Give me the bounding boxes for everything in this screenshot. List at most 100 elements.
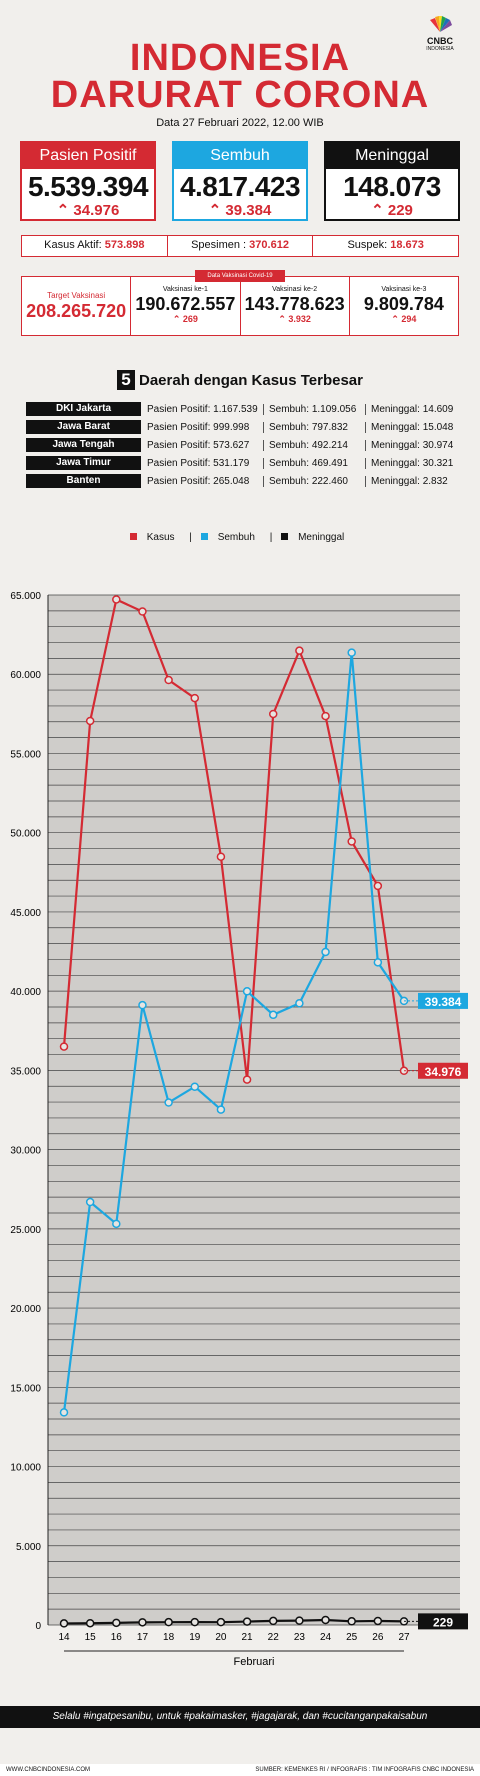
y-tick-label: 15.000 — [10, 1383, 41, 1394]
series-line-kasus — [62, 597, 406, 1080]
x-axis-label: Februari — [234, 1656, 275, 1668]
end-label-box — [418, 1613, 468, 1630]
x-tick-label: 26 — [372, 1632, 384, 1643]
y-tick-label: 25.000 — [10, 1225, 41, 1236]
data-point — [347, 1617, 356, 1626]
regions-heading: 5 Daerah dengan Kasus Terbesar — [0, 370, 480, 390]
card-increase: ⌃ 39.384 — [208, 202, 272, 219]
footer-bar: WWW.CNBCINDONESIA.COM SUMBER: KEMENKES R… — [0, 1764, 480, 1776]
chart-legend: Kasus | Sembuh | Meninggal — [0, 532, 480, 543]
data-point — [242, 1075, 252, 1084]
legend-item-meninggal: Meninggal — [281, 532, 350, 543]
data-point — [373, 881, 383, 891]
series-line-meninggal — [63, 1618, 405, 1625]
card-label: Pasien Positif — [22, 143, 154, 169]
data-point — [373, 1616, 383, 1626]
x-tick-label: 17 — [137, 1632, 149, 1643]
data-point — [216, 852, 226, 861]
x-tick-label: 23 — [294, 1632, 306, 1643]
y-tick-label: 0 — [35, 1621, 41, 1632]
report-date: Data 27 Februari 2022, 12.00 WIB — [156, 117, 324, 129]
data-point — [268, 1616, 278, 1626]
x-tick-label: 16 — [111, 1632, 123, 1643]
line-chart: 0 5.000 10.000 15.000 20.000 25.000 30.000 35.0… — [10, 591, 468, 1668]
y-tick-label: 65.000 — [10, 591, 41, 602]
end-label: 34.976 — [425, 1065, 462, 1079]
end-label-box — [418, 992, 468, 1009]
data-point — [268, 709, 278, 719]
peacock-icon — [430, 16, 452, 32]
card-increase: ⌃ 34.976 — [56, 202, 120, 219]
x-tick-label: 21 — [242, 1632, 254, 1643]
card-positif: Pasien Positif 5.539.394 ⌃ 34.976 — [20, 141, 156, 221]
data-point — [268, 1010, 278, 1020]
region-row: Jawa Tengah Pasien Positif: 573.627 Semb… — [26, 437, 456, 453]
region-row: DKI Jakarta Pasien Positif: 1.167.539 Se… — [26, 401, 456, 417]
region-row: Jawa Timur Pasien Positif: 531.179 Sembu… — [26, 455, 456, 471]
data-point — [242, 987, 252, 996]
card-value: 148.073 — [343, 171, 441, 202]
region-row: Jawa Barat Pasien Positif: 999.998 Sembu… — [26, 419, 456, 435]
title-line-2: DARURAT CORONA — [50, 74, 430, 116]
data-point — [59, 1408, 69, 1417]
data-point — [216, 1105, 226, 1114]
y-tick-label: 10.000 — [10, 1463, 41, 1474]
card-increase: ⌃ 229 — [371, 202, 413, 219]
end-label: 39.384 — [425, 995, 462, 1009]
region-row: Banten Pasien Positif: 265.048 Sembuh: 2… — [26, 473, 456, 489]
data-point — [85, 1618, 95, 1628]
data-point — [138, 607, 147, 616]
footer-website: WWW.CNBCINDONESIA.COM — [6, 1767, 90, 1773]
vaccination-box: Target Vaksinasi 208.265.720 Vaksinasi k… — [21, 276, 459, 336]
data-point — [112, 595, 121, 604]
data-point — [295, 646, 304, 655]
data-point — [190, 1617, 200, 1627]
data-point — [59, 1619, 69, 1628]
title-line-1: INDONESIA — [129, 37, 351, 79]
logo-text: CNBC — [427, 36, 453, 46]
series-line-sembuh — [62, 652, 405, 1413]
data-point — [295, 999, 304, 1008]
y-tick-label: 5.000 — [16, 1542, 41, 1553]
x-tick-label: 14 — [58, 1632, 70, 1643]
logo-sub: INDONESIA — [426, 46, 454, 52]
data-point — [347, 648, 356, 657]
card-value: 5.539.394 — [27, 171, 149, 202]
data-point — [295, 1616, 304, 1625]
card-value: 4.817.423 — [179, 171, 301, 202]
double-chevron-up-icon: ⌃ — [56, 202, 70, 219]
data-point — [112, 1219, 121, 1229]
plot-background — [48, 595, 460, 1625]
data-point — [85, 1197, 95, 1207]
x-tick-label: 24 — [320, 1632, 332, 1643]
y-tick-label: 60.000 — [10, 670, 41, 681]
card-label: Sembuh — [174, 143, 306, 169]
data-point — [321, 1615, 330, 1625]
vaccination-target: Target Vaksinasi 208.265.720 — [22, 277, 132, 335]
y-tick-label: 45.000 — [10, 908, 41, 919]
kasus-aktif: Kasus Aktif: 573.898 — [22, 236, 168, 256]
data-point — [190, 693, 200, 703]
x-tick-label: 25 — [346, 1632, 358, 1643]
data-point — [112, 1618, 121, 1628]
card-label: Meninggal — [326, 143, 458, 169]
legend-item-kasus: Kasus — [129, 532, 181, 543]
data-point — [138, 1618, 147, 1627]
x-tick-label: 19 — [189, 1632, 201, 1643]
vaccination-header: Data Vaksinasi Covid-19 — [195, 270, 285, 282]
data-point — [85, 716, 95, 726]
data-point — [164, 1098, 173, 1107]
data-point — [164, 1617, 173, 1627]
x-tick-label: 27 — [398, 1632, 410, 1643]
cnbc-logo: CNBC INDONESIA — [420, 16, 460, 52]
data-point — [347, 837, 356, 846]
data-point — [321, 947, 330, 957]
y-tick-label: 40.000 — [10, 987, 41, 998]
card-sembuh: Sembuh 4.817.423 ⌃ 39.384 — [172, 141, 308, 221]
y-tick-label: 55.000 — [10, 749, 41, 760]
y-tick-label: 20.000 — [10, 1304, 41, 1315]
x-tick-label: 20 — [215, 1632, 227, 1643]
x-tick-label: 15 — [85, 1632, 97, 1643]
y-tick-label: 35.000 — [10, 1066, 41, 1077]
legend-item-sembuh: Sembuh — [200, 532, 261, 543]
